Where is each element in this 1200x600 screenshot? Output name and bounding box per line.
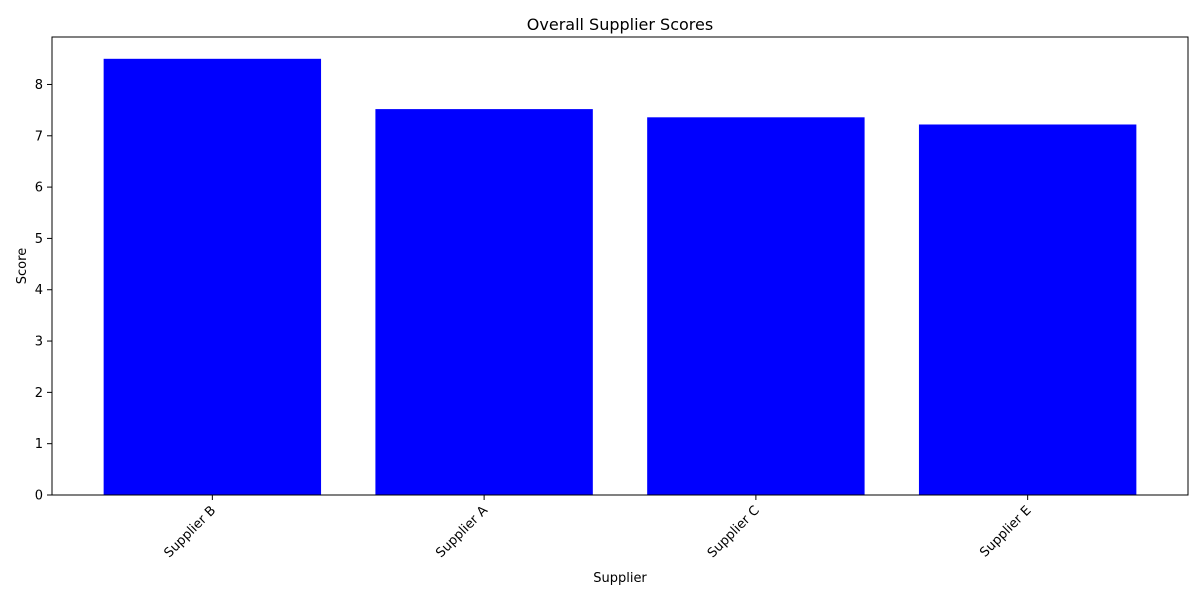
y-tick-label: 3 (35, 335, 43, 350)
x-tick-label: Supplier B (161, 503, 219, 561)
y-tick-label: 0 (35, 489, 43, 504)
bar-supplier-a (375, 109, 593, 495)
bar-supplier-b (103, 58, 322, 496)
plot-frame (51, 36, 1189, 496)
x-tick-label: Supplier E (977, 503, 1034, 560)
y-axis: 0 1 2 3 4 5 6 7 8 (35, 78, 52, 504)
x-tick-label: Supplier C (705, 503, 763, 561)
x-axis: Supplier B Supplier A Supplier C Supplier E (161, 495, 1034, 561)
bar-supplier-e (918, 124, 1137, 495)
y-tick-label: 7 (35, 129, 43, 144)
chart-title: Overall Supplier Scores (527, 15, 713, 34)
y-tick-label: 2 (35, 386, 43, 401)
y-tick-label: 4 (35, 283, 43, 298)
y-tick-label: 1 (35, 437, 43, 452)
x-axis-label: Supplier (593, 571, 647, 586)
y-axis-label: Score (15, 248, 30, 284)
y-tick-label: 6 (35, 181, 43, 196)
y-tick-label: 8 (35, 78, 43, 93)
x-tick-label: Supplier A (433, 503, 491, 561)
bars (103, 58, 1137, 496)
bar-supplier-c (647, 117, 865, 495)
y-tick-label: 5 (35, 232, 43, 247)
